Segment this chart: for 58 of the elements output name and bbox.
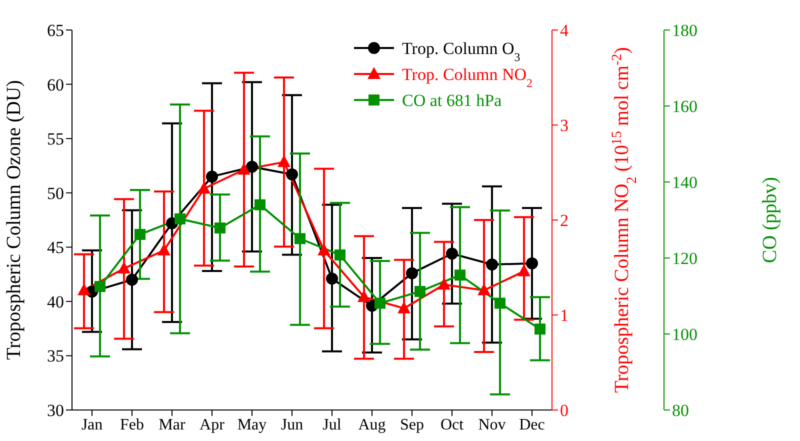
y2-tick-label: 2 xyxy=(560,211,568,230)
y2-tick-label: 1 xyxy=(560,306,568,326)
x-tick-label: Mar xyxy=(158,416,186,434)
point xyxy=(454,270,466,281)
y3-tick-label: 100 xyxy=(672,325,698,344)
y-axis-title: Tropospheric Column Ozone (DU) xyxy=(3,80,25,360)
x-tick-label: Apr xyxy=(200,416,226,434)
x-tick-label: Jul xyxy=(322,416,342,434)
x-tick-label: Feb xyxy=(120,416,144,434)
point xyxy=(486,258,498,271)
point xyxy=(294,233,306,244)
x-tick-label: Nov xyxy=(478,416,506,434)
legend-label: Trop. Column NO$_{2}$ xyxy=(402,65,533,90)
point xyxy=(374,298,386,309)
point xyxy=(286,168,298,180)
point xyxy=(254,199,266,210)
y-tick-label: 60 xyxy=(47,75,64,94)
y3-tick-label: 80 xyxy=(672,401,689,420)
point xyxy=(206,170,218,183)
legend-label: CO at 681 hPa xyxy=(402,91,502,110)
point xyxy=(414,286,426,297)
point xyxy=(526,257,538,270)
y3-tick-label: 180 xyxy=(672,21,698,40)
point xyxy=(534,324,546,335)
y3-tick-label: 160 xyxy=(672,97,698,116)
y3-axis-title: CO (ppbv) xyxy=(759,176,781,264)
y2-tick-label: 4 xyxy=(560,21,569,40)
x-tick-label: Oct xyxy=(440,416,464,434)
x-tick-label: Jun xyxy=(280,416,304,434)
point xyxy=(214,222,226,234)
point xyxy=(334,249,346,260)
y-tick-label: 30 xyxy=(47,401,64,420)
point xyxy=(326,272,338,285)
y2-tick-label: 3 xyxy=(560,116,568,136)
point xyxy=(134,228,146,240)
point xyxy=(94,281,106,292)
point xyxy=(446,248,458,260)
x-tick-label: Sep xyxy=(400,416,424,434)
y-tick-label: 35 xyxy=(47,346,64,366)
y-tick-label: 55 xyxy=(47,130,64,149)
point xyxy=(494,298,506,309)
x-tick-label: Jan xyxy=(81,416,103,434)
y-tick-label: 45 xyxy=(47,238,64,258)
point xyxy=(406,267,418,280)
point xyxy=(174,213,186,224)
point xyxy=(126,274,138,286)
y2-tick-label: 0 xyxy=(560,401,568,420)
point xyxy=(246,160,258,173)
y3-tick-label: 120 xyxy=(672,249,698,268)
legend-label: Trop. Column O$_{3}$ xyxy=(402,39,520,64)
y3-tick-label: 140 xyxy=(672,173,698,192)
y-tick-label: 50 xyxy=(47,184,64,203)
x-tick-label: Dec xyxy=(519,416,545,434)
x-tick-label: May xyxy=(237,416,267,434)
y-tick-label: 40 xyxy=(47,292,64,312)
point xyxy=(278,155,290,168)
x-tick-label: Aug xyxy=(358,416,386,434)
y-tick-label: 65 xyxy=(47,21,64,40)
